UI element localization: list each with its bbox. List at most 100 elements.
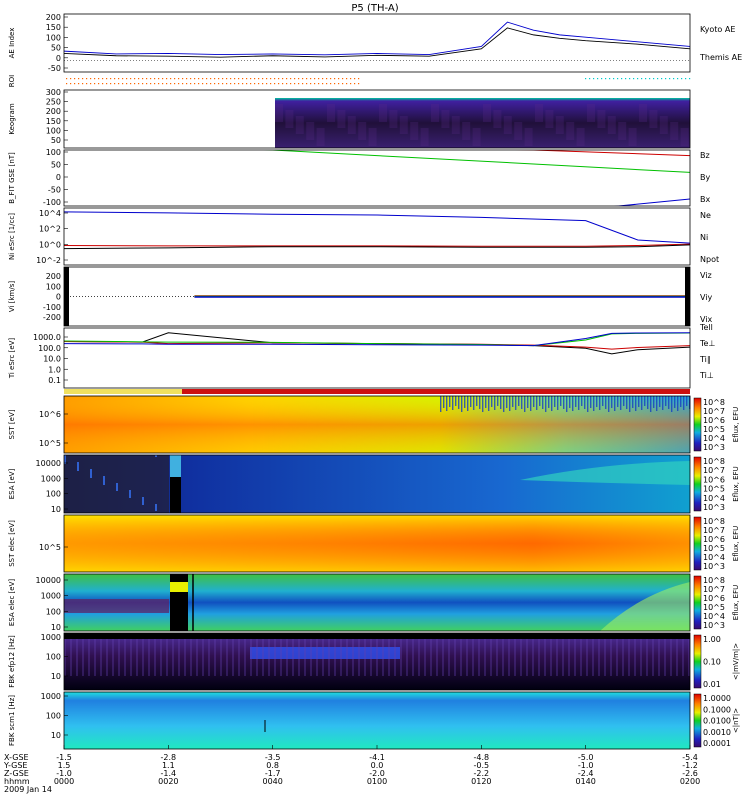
sst1-noise bbox=[443, 396, 445, 408]
roi-dot bbox=[354, 83, 356, 85]
sst1-noise bbox=[680, 396, 682, 407]
fbk1-stripe bbox=[106, 639, 108, 676]
roi-dot bbox=[342, 83, 344, 85]
roi-ylabel: ROI bbox=[8, 75, 16, 87]
fbk1-stripe bbox=[496, 639, 498, 676]
keogram-stripe bbox=[379, 104, 387, 122]
fbk1-stripe bbox=[454, 639, 456, 676]
roi-dot bbox=[250, 83, 252, 85]
vi-y-tick: 100 bbox=[46, 282, 61, 291]
ni-ylabel: Ni eSrc [1/cc] bbox=[8, 213, 16, 260]
roi-dot bbox=[70, 78, 72, 80]
legend-ti-0: Tell bbox=[699, 323, 713, 332]
z-gse-tick: -2.2 bbox=[474, 769, 490, 778]
roi-dot bbox=[130, 78, 132, 80]
roi-dot bbox=[298, 78, 300, 80]
roi-dot bbox=[681, 78, 683, 80]
colorbar-esa2-tick: 10^6 bbox=[703, 594, 725, 603]
esa1-speck bbox=[142, 503, 144, 505]
fbk1-stripe bbox=[238, 639, 240, 676]
fbk1-stripe bbox=[388, 639, 390, 676]
y-gse-tick: 1.1 bbox=[162, 761, 175, 770]
keo-y-tick: 250 bbox=[46, 98, 61, 107]
sst1-noise bbox=[638, 396, 640, 407]
roi-dot bbox=[178, 78, 180, 80]
sst1-noise bbox=[683, 396, 685, 410]
sst1-noise bbox=[536, 396, 538, 410]
fbk1-stripe bbox=[346, 639, 348, 676]
sst1-noise bbox=[620, 396, 622, 410]
sst1-noise bbox=[452, 396, 454, 410]
roi-dot bbox=[214, 83, 216, 85]
colorbar-esa1-tick: 10^4 bbox=[703, 494, 725, 503]
colorbar-sst1-tick: 10^4 bbox=[703, 434, 725, 443]
esa1-gap-top bbox=[170, 455, 181, 477]
roi-dot bbox=[338, 83, 340, 85]
keogram-stripe bbox=[639, 104, 647, 122]
fbk1-stripe bbox=[70, 639, 72, 676]
fbk1-stripe bbox=[466, 639, 468, 676]
roi-dot bbox=[306, 83, 308, 85]
colorbar-esa1-tick: 10^7 bbox=[703, 466, 725, 475]
fbk1-stripe bbox=[262, 639, 264, 676]
roi-dot bbox=[142, 78, 144, 80]
fbk1-stripe bbox=[652, 639, 654, 676]
keogram-stripe bbox=[275, 104, 283, 122]
sst1-noise bbox=[455, 396, 457, 406]
fbk1-stripe bbox=[322, 639, 324, 676]
esa1-speck bbox=[90, 476, 92, 478]
sst1-noise bbox=[557, 396, 559, 410]
roi-dot bbox=[354, 78, 356, 80]
keogram-stripe bbox=[399, 116, 408, 134]
roi-dot bbox=[94, 83, 96, 85]
keo-y-tick: 200 bbox=[46, 107, 61, 116]
roi-dot bbox=[262, 78, 264, 80]
keogram-stripe bbox=[566, 122, 575, 140]
roi-dot bbox=[222, 78, 224, 80]
roi-dot bbox=[214, 78, 216, 80]
roi-dot bbox=[274, 83, 276, 85]
keogram-stripe bbox=[285, 110, 294, 128]
fbk1-stripe bbox=[208, 639, 210, 676]
fbk1-stripe bbox=[400, 639, 402, 676]
ae-y-tick: 100 bbox=[46, 33, 61, 42]
keo-y-tick: 300 bbox=[46, 88, 61, 97]
sst1-noise bbox=[593, 396, 595, 411]
roi-dot bbox=[190, 78, 192, 80]
roi-dot bbox=[198, 78, 200, 80]
esa2-ylabel: ESA elec [eV] bbox=[8, 579, 16, 626]
roi-dot bbox=[166, 78, 168, 80]
fbk1-stripe bbox=[616, 639, 618, 676]
roi-dot bbox=[182, 83, 184, 85]
bfit-y-tick: 100 bbox=[46, 148, 61, 157]
fbk1-stripe bbox=[112, 639, 114, 676]
colorbar-esa1-tick: 10^5 bbox=[703, 485, 725, 494]
fbk1-stripe bbox=[628, 639, 630, 676]
x-gse-tick: -4.8 bbox=[474, 753, 490, 762]
vi-y-tick: 200 bbox=[46, 272, 61, 281]
fbk1-stripe bbox=[412, 639, 414, 676]
roi-dot bbox=[282, 78, 284, 80]
keogram-stripe bbox=[545, 110, 554, 128]
x-axis-row-name: X-GSE bbox=[4, 753, 29, 762]
esa2-y-tick: 10000 bbox=[36, 576, 61, 585]
roi-dot bbox=[122, 78, 124, 80]
sst1-noise bbox=[659, 396, 661, 407]
roi-dot bbox=[274, 78, 276, 80]
fbk1-stripe bbox=[478, 639, 480, 676]
roi-dot bbox=[677, 78, 679, 80]
colorbar-esa1 bbox=[693, 456, 702, 512]
sst1-noise bbox=[470, 396, 472, 407]
fbk1-stripe bbox=[94, 639, 96, 676]
roi-dot bbox=[282, 83, 284, 85]
colorbar-sst1-tick: 10^7 bbox=[703, 407, 725, 416]
roi-dot bbox=[70, 83, 72, 85]
sst1-noise bbox=[671, 396, 673, 412]
roi-dot bbox=[649, 78, 651, 80]
sst1-noise bbox=[662, 396, 664, 410]
x-axis-row-name: Z-GSE bbox=[4, 769, 29, 778]
roi-dot bbox=[334, 78, 336, 80]
fbk1-stripe bbox=[130, 639, 132, 676]
roi-dot bbox=[262, 83, 264, 85]
roi-dot bbox=[286, 78, 288, 80]
